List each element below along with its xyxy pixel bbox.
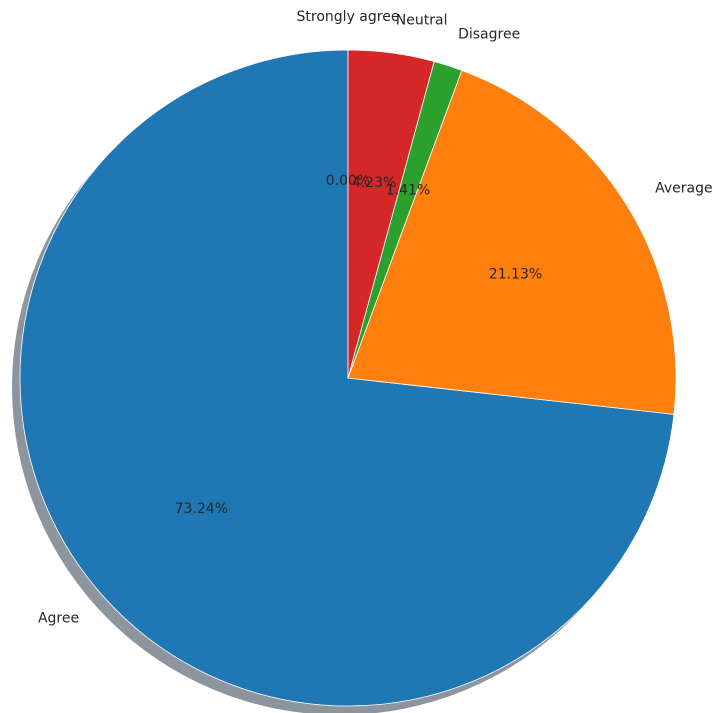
percent-label-neutral: 4.23% xyxy=(352,175,396,191)
pie-slice-neutral xyxy=(347,49,435,379)
category-label-agree: Agree xyxy=(38,611,79,627)
percent-label-average: 21.13% xyxy=(489,267,542,283)
pie-slice-agree xyxy=(19,49,675,707)
pie-slices xyxy=(19,49,677,707)
category-label-average: Average xyxy=(655,181,713,197)
category-label-disagree: Disagree xyxy=(458,26,520,42)
pie-labels: Strongly agree 0.00% Agree 73.24% Average 21.… xyxy=(38,9,713,626)
category-label-neutral: Neutral xyxy=(396,12,448,28)
percent-label-strongly-agree: 0.00% xyxy=(326,173,370,189)
category-label-strongly-agree: Strongly agree xyxy=(297,9,400,25)
percent-label-agree: 73.24% xyxy=(175,501,228,517)
percent-label-disagree: 1.41% xyxy=(386,183,430,199)
pie-slice-average xyxy=(347,69,677,415)
